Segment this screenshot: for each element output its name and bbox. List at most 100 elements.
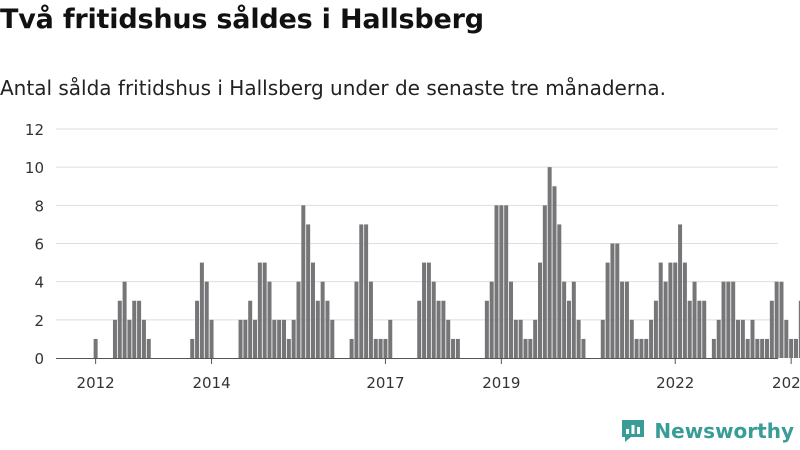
bar [644,338,649,358]
bar [325,300,330,358]
bar [682,262,687,358]
bar [373,338,378,358]
y-tick-label: 8 [34,197,44,215]
bar [697,300,702,358]
bar [562,281,567,358]
bar [789,338,794,358]
bar [267,281,272,358]
bar [745,338,750,358]
bar [272,319,277,358]
bar [624,281,629,358]
bar [422,262,427,358]
bar [451,338,456,358]
bar [359,224,364,358]
bar [653,300,658,358]
y-tick-label: 12 [25,121,44,139]
bar [518,319,523,358]
bar [368,281,373,358]
bar [721,281,726,358]
bar [692,281,697,358]
bar [513,319,518,358]
bar [774,281,779,358]
bar [243,319,248,358]
bar [537,262,542,358]
bar [238,319,243,358]
bar [489,281,494,358]
bar [576,319,581,358]
bar [547,167,552,358]
bar [504,205,509,358]
bar [117,300,122,358]
y-tick-label: 2 [34,312,44,330]
bar [277,319,282,358]
bar [484,300,489,358]
bar [354,281,359,358]
bar [726,281,731,358]
chart-title: Två fritidshus såldes i Hallsberg [0,4,484,35]
newsworthy-logo-icon [622,420,645,442]
bar [668,262,673,358]
bar [634,338,639,358]
bar [195,300,200,358]
x-tick-label: 2019 [482,374,520,392]
bar [93,338,98,358]
bar [793,338,798,358]
x-tick-label: 2014 [192,374,230,392]
bar [431,281,436,358]
bar [209,319,214,358]
bar [349,338,354,358]
bar [199,262,204,358]
x-tick-label: 2017 [366,374,404,392]
bar [533,319,538,358]
y-tick-label: 10 [25,159,44,177]
x-tick-label: 2024 [772,374,800,392]
bar [610,243,615,358]
bar [137,300,142,358]
bar [765,338,769,358]
bar [262,262,267,358]
bar [253,319,258,358]
bar [320,281,325,358]
bar [330,319,335,358]
chart-subtitle: Antal sålda fritidshus i Hallsberg under… [0,76,667,100]
bar [132,300,137,358]
bar [639,338,644,358]
bar [552,186,557,358]
bar [127,319,132,358]
bar [494,205,499,358]
bar [257,262,262,358]
bar [740,319,745,358]
bar [542,205,547,358]
bar [769,300,774,358]
brand-name: Newsworthy [654,419,794,443]
bar [615,243,620,358]
bar [750,319,755,358]
bar [716,319,721,358]
bar [112,319,117,358]
bar [315,300,320,358]
bar [204,281,209,358]
bar [687,300,692,358]
bar [663,281,668,358]
bar [190,338,195,358]
bar [436,300,441,358]
bar [364,224,369,358]
y-tick-label: 4 [34,274,44,292]
bar [557,224,562,358]
bar [798,300,800,358]
y-tick-label: 6 [34,236,44,254]
x-tick-label: 2012 [77,374,115,392]
bar [605,262,610,358]
bar [571,281,576,358]
bar [760,338,765,358]
bar [509,281,514,358]
bar [600,319,605,358]
bar [122,281,127,358]
bar [286,338,291,358]
bar [528,338,533,358]
bar [388,319,393,358]
bar [731,281,736,358]
bar [146,338,151,358]
bar [649,319,654,358]
bar [673,262,678,358]
